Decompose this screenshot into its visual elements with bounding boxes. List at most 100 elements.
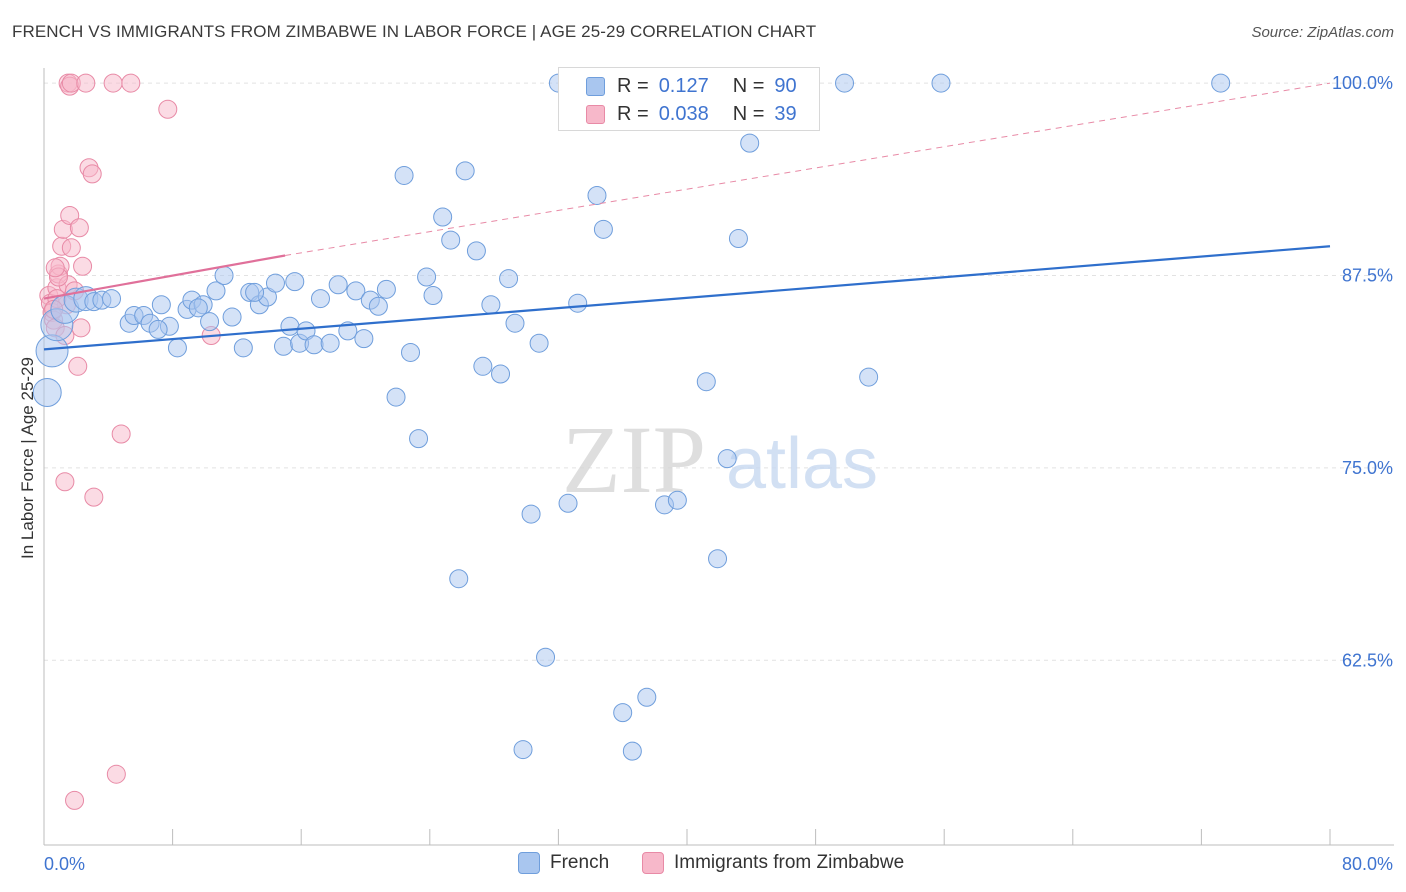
point-zimbabwe: [121, 73, 141, 93]
points-zimbabwe: [39, 73, 221, 810]
point-french: [423, 286, 443, 305]
point-french: [206, 281, 226, 301]
point-zimbabwe: [82, 164, 102, 184]
point-french: [521, 504, 541, 524]
point-french: [667, 490, 687, 510]
series-legend-swatch-french: [518, 852, 540, 874]
point-french: [835, 73, 855, 93]
y-tick-label: 75.0%: [1342, 458, 1393, 478]
point-french: [148, 319, 168, 339]
y-tick-label: 100.0%: [1332, 73, 1393, 93]
series-legend-zimbabwe[interactable]: Immigrants from Zimbabwe: [642, 852, 904, 874]
point-french: [455, 161, 475, 181]
series-legend-label-zimbabwe: Immigrants from Zimbabwe: [674, 852, 905, 873]
legend-swatch-french: [586, 76, 605, 96]
point-french: [188, 298, 208, 318]
point-zimbabwe: [65, 790, 85, 810]
point-french: [622, 741, 642, 761]
legend-r-label: R =: [617, 102, 649, 125]
point-french: [613, 703, 633, 723]
point-french: [499, 269, 519, 289]
point-french: [728, 229, 748, 249]
point-french: [593, 219, 613, 239]
point-french: [433, 207, 453, 227]
legend-r-label: R =: [617, 74, 649, 97]
point-french: [32, 377, 62, 407]
point-french: [280, 316, 300, 336]
correlation-legend: R = 0.127 N = 90 R = 0.038 N = 39: [558, 67, 820, 131]
point-french: [587, 185, 607, 205]
point-french: [265, 273, 285, 293]
chart-title: FRENCH VS IMMIGRANTS FROM ZIMBABWE IN LA…: [12, 22, 817, 41]
point-zimbabwe: [68, 356, 88, 376]
legend-n-label: N =: [732, 74, 765, 97]
point-french: [368, 296, 388, 316]
point-french: [102, 289, 122, 309]
series-legend-label-french: French: [550, 852, 610, 873]
point-french: [417, 267, 437, 287]
point-french: [354, 329, 374, 349]
point-french: [376, 279, 396, 299]
y-axis-title: In Labor Force | Age 25-29: [18, 357, 37, 559]
point-french: [245, 282, 265, 302]
point-french: [441, 230, 461, 250]
point-french: [568, 293, 588, 313]
point-french: [708, 549, 728, 569]
point-zimbabwe: [61, 238, 81, 258]
point-french: [394, 165, 414, 185]
point-zimbabwe: [103, 73, 123, 93]
legend-row-french: R = 0.127 N = 90: [559, 72, 797, 100]
point-french: [513, 740, 533, 760]
legend-r-value-french: 0.127: [658, 74, 709, 97]
point-french: [409, 429, 429, 449]
point-french: [536, 647, 556, 667]
point-french: [931, 73, 951, 93]
point-french: [233, 338, 253, 358]
legend-n-value-zimbabwe: 39: [774, 102, 797, 125]
point-french: [466, 241, 486, 261]
trend-lines: [43, 82, 1331, 351]
series-legend: French Immigrants from Zimbabwe: [0, 852, 1406, 876]
point-zimbabwe: [73, 256, 93, 276]
trend-line-zimbabwe-extension: [285, 82, 1331, 256]
legend-n-label: N =: [732, 102, 765, 125]
legend-n-value-french: 90: [774, 74, 797, 97]
point-french: [304, 335, 324, 355]
legend-r-value-zimbabwe: 0.038: [658, 102, 709, 125]
point-zimbabwe: [158, 99, 178, 119]
point-french: [696, 372, 716, 392]
y-tick-labels: 62.5% 75.0% 87.5% 100.0%: [1332, 73, 1393, 670]
point-french: [529, 333, 549, 353]
series-legend-french[interactable]: French: [518, 852, 609, 874]
point-french: [449, 569, 469, 589]
point-french: [637, 687, 657, 707]
point-french: [222, 307, 242, 327]
point-french: [859, 367, 879, 387]
series-legend-swatch-zimbabwe: [642, 852, 664, 874]
legend-swatch-zimbabwe: [586, 104, 605, 124]
point-french: [717, 449, 737, 469]
legend-row-zimbabwe: R = 0.038 N = 39: [559, 100, 797, 128]
point-french: [386, 387, 406, 407]
point-french: [505, 313, 525, 333]
point-french: [320, 333, 340, 353]
point-zimbabwe: [45, 258, 65, 278]
x-tick-label-max: 80.0%: [1342, 854, 1393, 874]
point-french: [200, 312, 220, 332]
y-tick-label: 87.5%: [1342, 265, 1393, 285]
point-zimbabwe: [111, 424, 131, 444]
trend-line-french: [43, 245, 1331, 351]
point-zimbabwe: [84, 487, 104, 507]
point-french: [401, 342, 421, 362]
point-french: [740, 133, 760, 153]
point-french: [481, 295, 501, 315]
point-zimbabwe: [76, 73, 96, 93]
point-zimbabwe: [71, 318, 91, 338]
point-french: [1211, 73, 1231, 93]
y-tick-label: 62.5%: [1342, 650, 1393, 670]
point-french: [346, 281, 366, 301]
point-french: [151, 295, 171, 315]
point-french: [310, 289, 330, 309]
x-tick-labels: 0.0% 80.0%: [44, 854, 1393, 874]
